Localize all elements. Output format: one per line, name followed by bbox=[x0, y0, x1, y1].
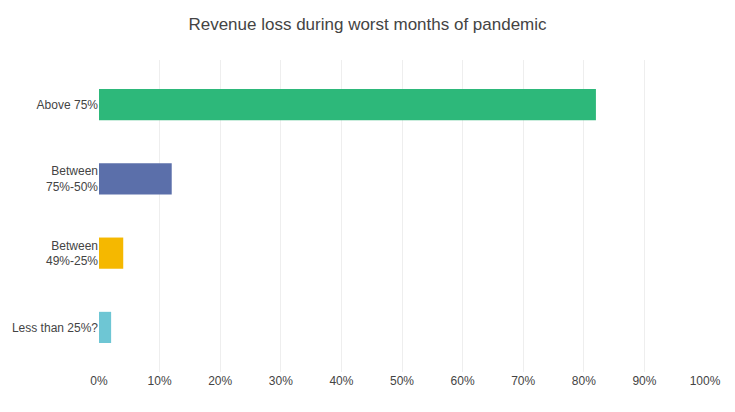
svg-text:90%: 90% bbox=[632, 374, 656, 388]
svg-text:100%: 100% bbox=[690, 374, 721, 388]
svg-text:10%: 10% bbox=[148, 374, 172, 388]
svg-text:20%: 20% bbox=[208, 374, 232, 388]
svg-text:Less than 25%?: Less than 25%? bbox=[12, 321, 98, 335]
svg-text:Revenue loss during worst mont: Revenue loss during worst months of pand… bbox=[188, 15, 547, 34]
svg-text:40%: 40% bbox=[329, 374, 353, 388]
svg-text:50%: 50% bbox=[390, 374, 414, 388]
svg-text:70%: 70% bbox=[511, 374, 535, 388]
svg-text:0%: 0% bbox=[90, 374, 108, 388]
svg-text:Above 75%: Above 75% bbox=[37, 98, 99, 112]
svg-text:60%: 60% bbox=[451, 374, 475, 388]
svg-text:Between49%-25%: Between49%-25% bbox=[46, 239, 98, 269]
svg-text:30%: 30% bbox=[269, 374, 293, 388]
svg-text:Between75%-50%: Between75%-50% bbox=[46, 164, 98, 194]
svg-text:80%: 80% bbox=[572, 374, 596, 388]
